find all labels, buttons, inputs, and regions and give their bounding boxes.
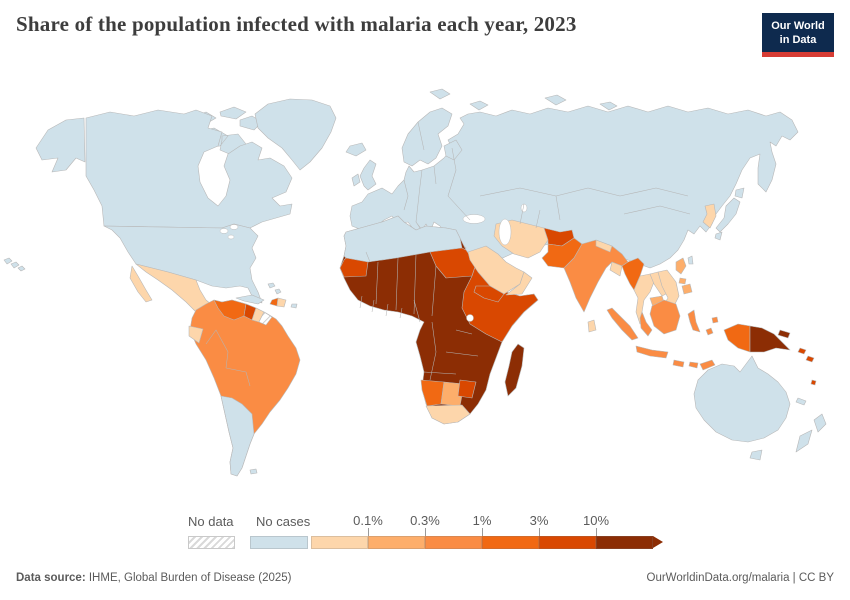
- map-region-korea[interactable]: [702, 203, 717, 229]
- map-region-greenland[interactable]: [254, 98, 337, 171]
- map-region-south-africa[interactable]: [425, 404, 471, 425]
- legend-tick: [596, 528, 597, 536]
- legend-tick-label: 0.3%: [410, 513, 440, 528]
- legend-tick: [368, 528, 369, 536]
- map-region-scandinavia[interactable]: [401, 107, 463, 167]
- legend-swatch-no_cases[interactable]: [250, 536, 308, 549]
- legend-swatch-gt10[interactable]: [596, 536, 653, 549]
- map-region-indonesia[interactable]: [606, 299, 719, 371]
- legend-arrow: [653, 536, 663, 548]
- map-region-north-africa[interactable]: [343, 215, 463, 263]
- map-region-bahamas[interactable]: [267, 282, 282, 295]
- map-region-ecuador[interactable]: [188, 325, 204, 344]
- legend-swatch-lt01[interactable]: [311, 536, 368, 549]
- map-region-papua-new-guinea[interactable]: [749, 325, 791, 353]
- map-region-vanuatu[interactable]: [810, 379, 817, 386]
- map-region-new-caledonia[interactable]: [795, 397, 807, 406]
- legend-tick-label: 0.1%: [353, 513, 383, 528]
- map-region-namibia[interactable]: [420, 379, 445, 407]
- map-region-solomon-islands[interactable]: [797, 347, 815, 363]
- map-region-hawaii[interactable]: [3, 257, 26, 272]
- legend-no-cases-label: No cases: [256, 514, 311, 529]
- map-region-madagascar[interactable]: [504, 343, 525, 397]
- legend-swatch-p3_10[interactable]: [539, 536, 596, 549]
- map-region-bangladesh[interactable]: [609, 261, 623, 277]
- map-region-taiwan[interactable]: [687, 255, 694, 265]
- owid-logo[interactable]: Our World in Data: [762, 13, 834, 57]
- map-region-cuba[interactable]: [235, 294, 265, 305]
- map-region-haiti[interactable]: [269, 297, 279, 307]
- legend-swatch-p01_03[interactable]: [368, 536, 425, 549]
- map-region-iceland[interactable]: [345, 142, 367, 157]
- map-region-japan[interactable]: [714, 187, 745, 241]
- owid-link[interactable]: OurWorldinData.org/malaria | CC BY: [646, 572, 834, 584]
- legend-no-data-swatch[interactable]: [188, 536, 235, 549]
- legend-tick-label: 10%: [582, 513, 610, 528]
- legend-swatch-p1_3[interactable]: [482, 536, 539, 549]
- map-region-southern-cone[interactable]: [220, 395, 255, 477]
- map-region-dominican-republic[interactable]: [276, 297, 287, 308]
- legend-tick-label: 1%: [472, 513, 492, 528]
- data-source-label: Data source:: [16, 572, 86, 584]
- map-region-oman[interactable]: [505, 271, 533, 296]
- map-region-nepal[interactable]: [595, 239, 613, 253]
- map-region-mauritania[interactable]: [339, 257, 369, 278]
- map-region-british-isles[interactable]: [351, 159, 377, 191]
- map-region-malaysia[interactable]: [639, 311, 653, 337]
- legend-tick-label: 3%: [529, 513, 549, 528]
- map-region-india[interactable]: [563, 239, 629, 313]
- map-region-new-zealand[interactable]: [795, 413, 827, 453]
- owid-logo-line2: in Data: [779, 34, 817, 47]
- map-region-puerto-rico[interactable]: [290, 303, 298, 309]
- legend-tick: [482, 528, 483, 536]
- map-region-zimbabwe[interactable]: [457, 379, 477, 399]
- map-region-french-guiana[interactable]: [258, 311, 273, 326]
- data-source-text: IHME, Global Burden of Disease (2025): [85, 572, 292, 584]
- map-region-falklands[interactable]: [249, 468, 258, 475]
- legend-tick: [539, 528, 540, 536]
- page-title: Share of the population infected with ma…: [16, 12, 577, 36]
- legend-tick: [425, 528, 426, 536]
- map-legend: No data No cases 0.1% 0.3% 1% 3% 10%: [0, 508, 850, 558]
- owid-logo-line1: Our World: [771, 20, 825, 32]
- map-region-eurasia[interactable]: [349, 105, 799, 269]
- data-source: Data source: IHME, Global Burden of Dise…: [16, 572, 292, 584]
- map-region-west-new-guinea[interactable]: [723, 323, 751, 353]
- map-regions: [3, 88, 827, 477]
- map-region-australia[interactable]: [693, 355, 791, 461]
- lakes: [219, 203, 528, 322]
- map-region-philippines[interactable]: [675, 257, 693, 295]
- map-region-yemen[interactable]: [473, 285, 505, 303]
- map-region-sri-lanka[interactable]: [587, 319, 597, 333]
- legend-swatch-p03_1[interactable]: [425, 536, 482, 549]
- legend-no-data-label: No data: [188, 514, 234, 529]
- country-borders: [205, 121, 691, 387]
